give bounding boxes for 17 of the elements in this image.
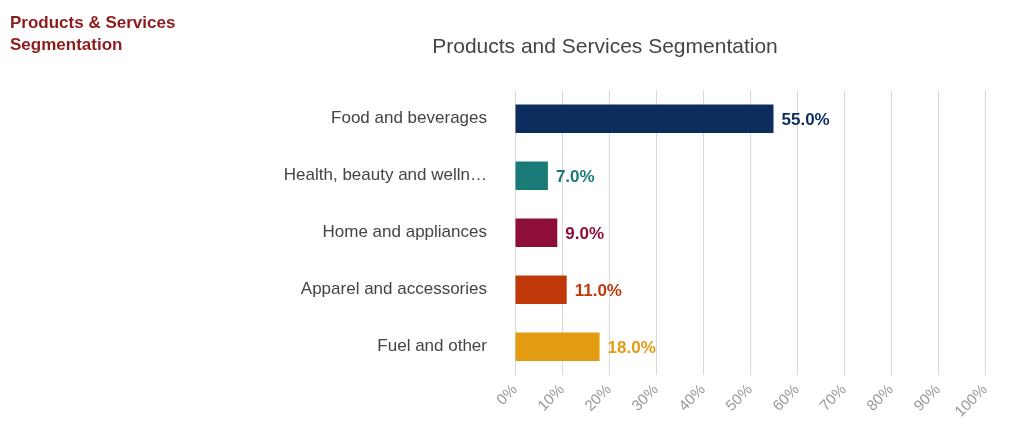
data-label: 11.0% [574,281,622,301]
data-label: 7.0% [555,167,595,187]
x-tick-label: 70% [815,380,850,414]
x-tick-label: 40% [674,380,709,414]
x-tick-label: 60% [768,380,803,414]
data-label: 9.0% [565,224,605,244]
y-tick-label: Health, beauty and welln… [283,165,487,185]
data-label: 55.0% [781,110,830,130]
y-tick-label: Food and beverages [331,108,487,128]
x-tick-label: 0% [492,380,521,408]
chart-title: Products and Services Segmentation [432,34,778,58]
y-tick-label: Apparel and accessories [300,279,487,299]
text: Products & Services Segmentation [10,12,177,56]
data-label: 18.0% [607,338,656,358]
y-tick-label: Home and appliances [322,222,487,242]
x-tick-label: 90% [909,380,944,414]
y-tick-label: Fuel and other [377,336,488,356]
